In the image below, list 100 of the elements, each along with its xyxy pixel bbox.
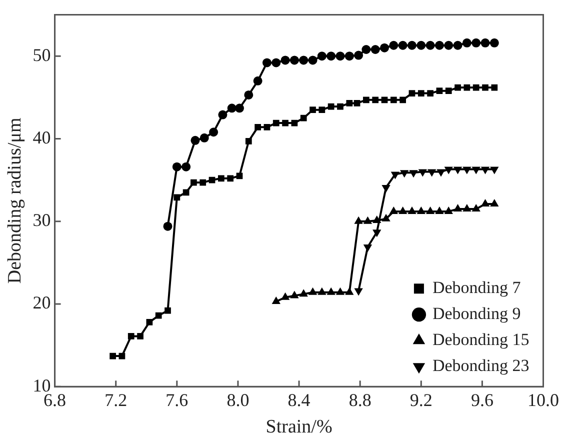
point [344,52,354,61]
point [354,50,364,60]
y-tick-label: 50 [32,44,51,65]
legend-label: Debonding 15 [432,330,530,350]
point [308,287,318,295]
point [272,58,281,68]
point [336,287,345,295]
point [382,184,390,192]
x-tick-label: 8.0 [226,390,250,410]
point [227,104,236,113]
point [435,206,444,214]
point [462,38,472,48]
y-tick-label: 30 [32,210,51,230]
point [490,166,499,174]
point [299,56,308,65]
point [472,84,480,91]
point [444,206,453,214]
point [317,52,326,61]
x-tick-label: 9.6 [470,390,494,410]
point [227,175,234,182]
point [462,166,472,174]
point [370,45,380,54]
point [462,204,472,212]
point [254,124,261,130]
point [190,136,200,145]
point [472,166,480,174]
point [172,162,182,172]
x-tick-label: 9.2 [410,390,432,410]
point [416,40,426,50]
point [110,352,116,360]
point [299,289,308,297]
point [155,312,162,319]
point [426,206,435,214]
x-tick-label: 7.6 [166,390,188,410]
x-tick-label: 8.4 [288,390,310,410]
point [146,318,153,326]
point [398,40,408,50]
point [337,103,344,110]
point [408,206,416,214]
point [400,96,406,104]
x-tick-label: 10.0 [528,390,559,410]
point [491,84,498,91]
point [308,56,318,65]
point [362,45,371,54]
point [372,216,382,224]
point [436,88,443,94]
point [453,166,462,174]
point [453,40,462,50]
point [390,172,400,180]
point [326,52,336,61]
point [164,307,171,314]
point [464,84,470,91]
point [218,175,224,182]
point [482,84,488,91]
point [480,38,490,48]
y-axis-title: Debonding radius/μm [4,118,26,284]
point [354,216,363,224]
point [363,216,372,224]
point [426,40,435,50]
point [454,84,461,91]
point [272,296,280,304]
legend-label: Debonding 9 [432,304,521,324]
point [480,166,490,174]
point [389,40,398,50]
point [318,287,326,295]
point [427,90,434,96]
point [453,204,462,212]
point [472,38,481,48]
point [418,169,427,177]
y-tick-label: 10 [32,375,51,396]
point [244,90,254,100]
point [382,214,390,222]
point [272,120,280,126]
point [336,52,345,61]
point [209,128,218,137]
point [363,96,370,104]
point [326,287,336,295]
point [398,206,408,214]
point [182,189,190,196]
point [345,287,354,295]
point [434,40,444,50]
point [137,333,144,340]
point [290,56,299,65]
point [236,172,243,180]
point [445,88,452,94]
x-axis-title: Strain/% [266,416,332,438]
point [363,244,372,252]
point [436,169,446,177]
point [372,96,379,104]
y-tick-label: 20 [32,292,51,313]
point [200,133,209,142]
point [200,179,206,186]
point [282,120,288,126]
point [290,290,299,298]
point [490,38,499,48]
point [380,43,390,52]
point [262,58,272,68]
point [354,100,360,106]
point [163,222,172,231]
legend-label: Debonding 23 [432,356,530,376]
